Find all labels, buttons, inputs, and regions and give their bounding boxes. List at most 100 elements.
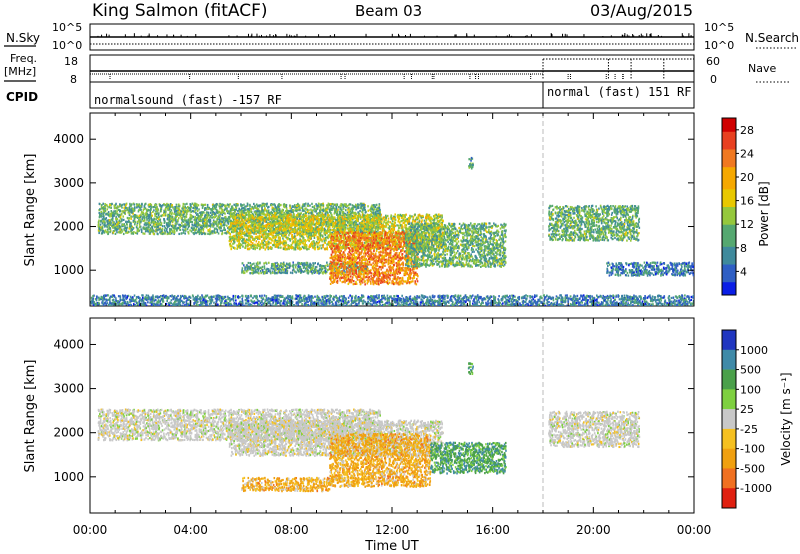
heatmap-cell <box>128 209 130 212</box>
heatmap-cell <box>185 211 188 214</box>
heatmap-cell <box>154 223 157 226</box>
heatmap-cell <box>135 226 138 229</box>
heatmap-cell <box>140 205 143 208</box>
heatmap-cell <box>184 203 186 206</box>
heatmap-cell <box>171 229 173 232</box>
heatmap-cell <box>143 204 146 208</box>
heatmap-cell <box>156 212 159 215</box>
heatmap-cell <box>182 225 184 228</box>
heatmap-cell <box>320 230 323 233</box>
heatmap-cell <box>339 207 342 211</box>
heatmap-cell <box>116 213 119 216</box>
heatmap-cell <box>308 217 310 220</box>
heatmap-cell <box>261 223 264 226</box>
heatmap-cell <box>166 204 169 208</box>
heatmap-cell <box>304 202 307 205</box>
heatmap-cell <box>423 219 426 222</box>
heatmap-cell <box>102 211 104 214</box>
heatmap-cell <box>319 210 322 213</box>
heatmap-cell <box>180 221 183 224</box>
heatmap-cell <box>231 209 233 212</box>
heatmap-cell <box>198 215 201 218</box>
heatmap-cell <box>197 217 200 220</box>
heatmap-cell <box>243 209 245 212</box>
heatmap-cell <box>196 225 198 228</box>
heatmap-cell <box>324 212 327 215</box>
heatmap-cell <box>108 222 110 225</box>
heatmap-cell <box>297 205 300 208</box>
heatmap-cell <box>100 210 103 213</box>
heatmap-cell <box>349 226 351 229</box>
heatmap-cell <box>168 220 171 223</box>
heatmap-cell <box>240 204 243 208</box>
heatmap-cell <box>223 226 225 229</box>
heatmap-cell <box>233 247 236 250</box>
heatmap-cell <box>235 238 238 241</box>
heatmap-cell <box>206 215 208 218</box>
heatmap-cell <box>168 224 170 228</box>
heatmap-cell <box>197 224 200 227</box>
heatmap-cell <box>187 226 190 229</box>
heatmap-cell <box>241 207 243 210</box>
heatmap-cell <box>127 208 129 211</box>
heatmap-cell <box>256 205 259 208</box>
heatmap-cell <box>348 227 351 230</box>
heatmap-cell <box>314 208 317 212</box>
heatmap-cell <box>151 221 154 224</box>
heatmap-cell <box>108 206 110 209</box>
heatmap-cell <box>289 206 292 209</box>
heatmap-cell <box>190 220 192 223</box>
heatmap-cell <box>297 223 299 227</box>
heatmap-cell <box>216 230 219 233</box>
heatmap-cell <box>327 207 329 210</box>
heatmap-cell <box>169 232 171 236</box>
heatmap-cell <box>271 203 274 206</box>
heatmap-cell <box>273 208 276 211</box>
heatmap-cell <box>194 206 197 209</box>
heatmap-cell <box>267 247 270 251</box>
heatmap-cell <box>196 217 199 220</box>
heatmap-cell <box>352 223 355 226</box>
heatmap-cell <box>274 243 277 246</box>
heatmap-cell <box>250 230 253 233</box>
heatmap-cell <box>112 223 114 226</box>
heatmap-cell <box>302 229 305 232</box>
heatmap-cell <box>132 207 134 211</box>
freq-left-label: Freq. <box>10 52 37 65</box>
heatmap-cell <box>252 213 255 217</box>
heatmap-cell <box>114 225 117 228</box>
heatmap-cell <box>262 210 265 213</box>
heatmap-cell <box>281 241 284 244</box>
heatmap-cell <box>165 205 168 209</box>
heatmap-cell <box>325 208 327 211</box>
heatmap-cell <box>249 230 251 234</box>
heatmap-cell <box>277 208 280 211</box>
heatmap-cell <box>144 202 147 205</box>
heatmap-cell <box>367 205 369 208</box>
heatmap-cell <box>99 215 101 218</box>
heatmap-cell <box>203 217 205 220</box>
heatmap-cell <box>428 235 431 238</box>
heatmap-cell <box>229 210 232 213</box>
heatmap-cell <box>253 239 255 242</box>
heatmap-cell <box>203 215 206 218</box>
heatmap-cell <box>226 230 229 233</box>
heatmap-cell <box>138 216 140 219</box>
heatmap-cell <box>241 229 244 232</box>
heatmap-cell <box>355 229 358 232</box>
heatmap-cell <box>254 211 256 214</box>
heatmap-cell <box>136 204 138 207</box>
heatmap-cell <box>156 207 158 210</box>
heatmap-cell <box>268 224 271 227</box>
heatmap-cell <box>313 214 315 217</box>
heatmap-cell <box>217 211 220 214</box>
heatmap-cell <box>291 238 293 241</box>
heatmap-cell <box>152 229 155 232</box>
heatmap-cell <box>228 228 231 231</box>
heatmap-cell <box>352 207 355 211</box>
heatmap-cell <box>341 227 343 230</box>
heatmap-cell <box>288 209 291 213</box>
heatmap-cell <box>245 219 247 222</box>
heatmap-cell <box>370 220 373 224</box>
heatmap-cell <box>155 203 158 206</box>
